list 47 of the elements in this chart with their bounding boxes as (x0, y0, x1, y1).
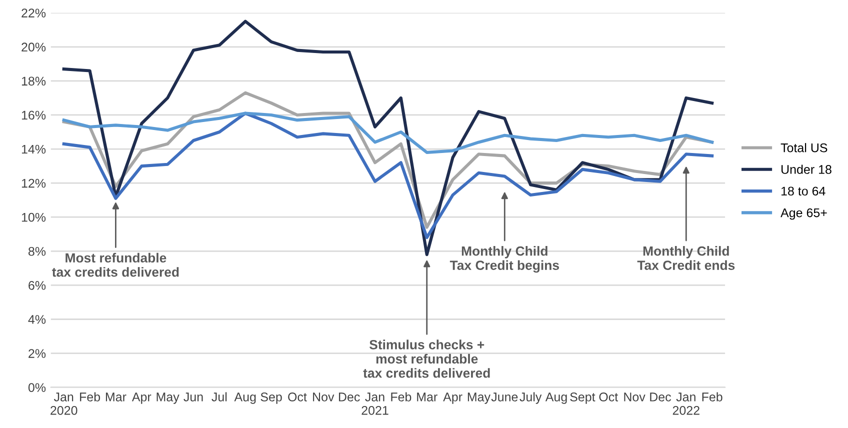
x-tick-label: Aug (234, 392, 256, 404)
x-tick-label: Dec (338, 392, 360, 402)
line-series (62, 112, 714, 154)
x-tick-label: Nov (624, 392, 646, 402)
legend-label: Total US (780, 143, 828, 152)
x-tick-label: Mar (417, 392, 438, 402)
x-tick-label: Jan 2020 (50, 392, 78, 415)
x-tick-label: Jul (212, 392, 227, 402)
annotation: Monthly Child Tax Credit ends (637, 246, 735, 270)
x-tick-label: May (156, 392, 180, 404)
legend-label: Age 65+ (780, 208, 827, 220)
x-tick-label: Mar (106, 392, 126, 402)
x-tick-label: Aug (545, 392, 567, 404)
x-tick-label: Nov (313, 392, 334, 402)
x-tick-label: Feb (391, 392, 412, 402)
y-tick-label: 18% (22, 76, 46, 86)
x-tick-label: Oct (599, 392, 618, 402)
legend-label: Under 18 (781, 164, 832, 174)
y-tick-label: 6% (28, 281, 46, 290)
y-tick-label: 2% (28, 349, 46, 358)
x-tick-label: Apr (443, 392, 462, 404)
x-tick-label: Oct (288, 392, 307, 402)
x-tick-label: Feb (702, 392, 722, 402)
y-tick-label: 0% (28, 383, 46, 392)
x-tick-label: Feb (80, 392, 100, 402)
x-tick-label: Apr (132, 392, 152, 404)
y-tick-label: 4% (28, 315, 46, 324)
x-tick-label: Sept (570, 392, 596, 404)
x-tick-label: May (468, 392, 490, 404)
y-tick-label: 10% (22, 212, 46, 222)
annotation: Most refundable tax credits delivered (52, 252, 179, 277)
annotation: Monthly Child Tax Credit begins (450, 246, 559, 273)
x-tick-label: July (520, 392, 542, 404)
y-tick-label: 14% (22, 144, 46, 154)
annotation: Stimulus checks + most refundable tax credits delivered (363, 340, 490, 378)
x-tick-label: Jan 2022 (672, 392, 700, 415)
x-tick-label: Sep (260, 392, 282, 404)
y-tick-label: 16% (22, 110, 46, 120)
x-tick-label: Dec (650, 392, 671, 402)
legend-label: 18 to 64 (781, 186, 826, 196)
x-tick-label: June (491, 392, 518, 402)
y-tick-label: 8% (28, 246, 46, 256)
y-tick-label: 20% (22, 42, 46, 52)
y-tick-label: 22% (22, 8, 46, 18)
x-tick-label: Jan 2021 (362, 392, 388, 415)
y-tick-label: 12% (22, 178, 46, 188)
x-tick-label: Jun (184, 392, 203, 402)
